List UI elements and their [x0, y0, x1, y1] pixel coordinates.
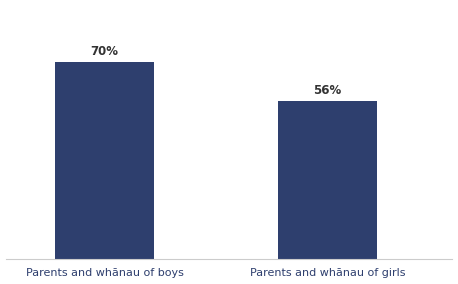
Text: 56%: 56% [313, 84, 342, 97]
Text: 70%: 70% [91, 45, 119, 58]
Bar [55, 62, 153, 259]
Bar [278, 101, 376, 259]
